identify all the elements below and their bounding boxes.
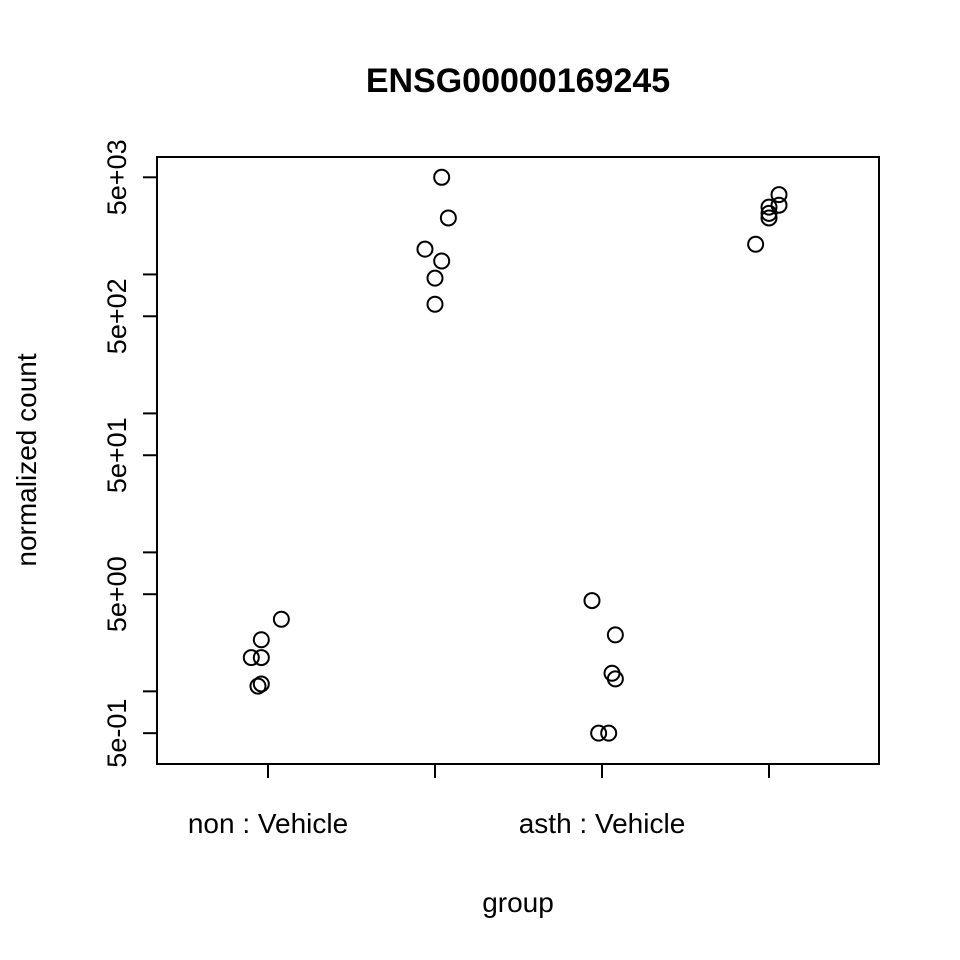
data-point [760, 209, 778, 227]
x-axis: non : Vehicle asth : Vehicle [188, 764, 770, 839]
data-point [426, 295, 444, 313]
data-point [606, 626, 624, 644]
chart-title: ENSG00000169245 [366, 62, 670, 100]
data-point [760, 204, 778, 222]
y-tick-label: 5e+00 [102, 556, 132, 632]
data-point [606, 670, 624, 688]
data-point [439, 209, 457, 227]
y-axis: 5e-01 5e+00 5e+01 5e+02 5e+03 [102, 139, 157, 768]
x-tick-label: non : Vehicle [188, 808, 348, 839]
data-point [272, 610, 290, 628]
data-point [600, 724, 618, 742]
y-tick-label: 5e-01 [102, 699, 132, 768]
y-tick-label: 5e+01 [102, 417, 132, 493]
data-point [252, 649, 270, 667]
data-point [249, 677, 267, 695]
y-tick-label: 5e+03 [102, 139, 132, 215]
x-tick-label: asth : Vehicle [519, 808, 686, 839]
data-point [416, 240, 434, 258]
data-points [242, 168, 788, 742]
data-point [770, 186, 788, 204]
data-point [747, 235, 765, 253]
data-point [252, 675, 270, 693]
data-point [770, 196, 788, 214]
data-point [252, 631, 270, 649]
y-axis-label: normalized count [11, 353, 42, 566]
data-point [426, 269, 444, 287]
data-point [583, 592, 601, 610]
plot-frame [156, 156, 880, 765]
data-point [760, 198, 778, 216]
y-tick-label: 5e+02 [102, 278, 132, 354]
x-axis-label: group [482, 887, 554, 918]
data-point [433, 168, 451, 186]
data-point [590, 724, 608, 742]
data-point [242, 649, 260, 667]
data-point [433, 252, 451, 270]
